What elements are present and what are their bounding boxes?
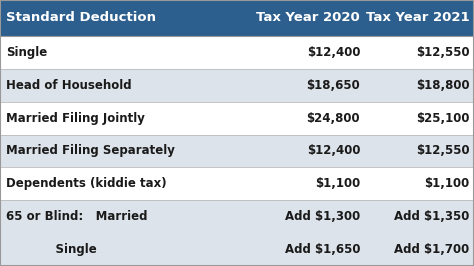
Text: Add $1,650: Add $1,650 bbox=[285, 243, 360, 256]
Text: Add $1,700: Add $1,700 bbox=[394, 243, 469, 256]
Bar bbox=[0, 102, 474, 135]
Text: $12,400: $12,400 bbox=[307, 46, 360, 59]
Bar bbox=[0, 135, 474, 167]
Text: Add $1,300: Add $1,300 bbox=[285, 210, 360, 223]
Text: $1,100: $1,100 bbox=[424, 177, 469, 190]
Text: Dependents (kiddie tax): Dependents (kiddie tax) bbox=[6, 177, 166, 190]
Text: Tax Year 2020: Tax Year 2020 bbox=[256, 11, 360, 24]
Text: $18,800: $18,800 bbox=[416, 79, 469, 92]
Text: Add $1,350: Add $1,350 bbox=[394, 210, 469, 223]
Text: Tax Year 2021: Tax Year 2021 bbox=[365, 11, 469, 24]
Text: $1,100: $1,100 bbox=[315, 177, 360, 190]
Text: $18,650: $18,650 bbox=[307, 79, 360, 92]
Bar bbox=[0, 167, 474, 200]
Bar bbox=[0, 0, 474, 36]
Text: Married Filing Separately: Married Filing Separately bbox=[6, 144, 174, 157]
Text: $12,550: $12,550 bbox=[416, 144, 469, 157]
Text: $25,100: $25,100 bbox=[416, 111, 469, 124]
Text: 65 or Blind:   Married: 65 or Blind: Married bbox=[6, 210, 147, 223]
Bar bbox=[0, 36, 474, 69]
Text: Married Filing Jointly: Married Filing Jointly bbox=[6, 111, 145, 124]
Text: $12,550: $12,550 bbox=[416, 46, 469, 59]
Bar bbox=[0, 69, 474, 102]
Bar bbox=[0, 233, 474, 266]
Bar bbox=[0, 200, 474, 233]
Text: Single: Single bbox=[6, 243, 96, 256]
Text: Single: Single bbox=[6, 46, 47, 59]
Text: Standard Deduction: Standard Deduction bbox=[6, 11, 155, 24]
Text: $24,800: $24,800 bbox=[307, 111, 360, 124]
Text: $12,400: $12,400 bbox=[307, 144, 360, 157]
Text: Head of Household: Head of Household bbox=[6, 79, 131, 92]
